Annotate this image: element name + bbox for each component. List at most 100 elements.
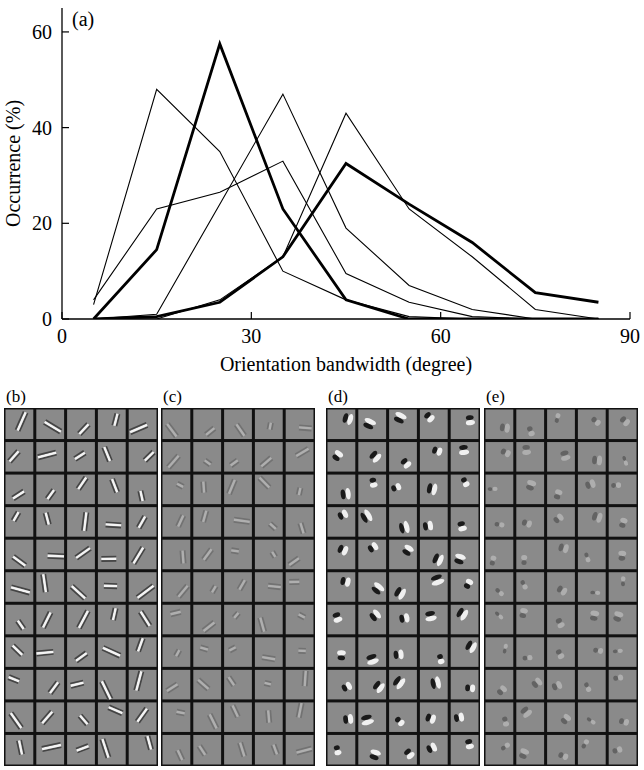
cell-feature: [341, 412, 354, 426]
blob-light: [616, 482, 622, 488]
cell-feature: [333, 745, 342, 756]
cell-feature: [201, 547, 214, 561]
series-line: [94, 94, 599, 319]
cell-feature: [365, 653, 380, 666]
cell: [255, 735, 283, 765]
cell-feature: [590, 416, 602, 427]
cell: [193, 540, 221, 570]
blob-dark: [393, 416, 405, 425]
array-frame: [484, 408, 638, 766]
flank: [109, 480, 116, 494]
flank: [110, 608, 114, 620]
cell: [420, 507, 448, 537]
blob-dark: [584, 481, 591, 490]
blob-light: [425, 615, 437, 622]
flank: [262, 658, 275, 662]
blob-light: [621, 576, 626, 581]
cell-feature: [500, 447, 512, 458]
cell: [36, 410, 64, 440]
cell: [420, 735, 448, 765]
cell: [255, 507, 283, 537]
cell-feature: [519, 579, 528, 590]
cell: [547, 442, 575, 472]
cell: [36, 475, 64, 505]
cell-feature: [135, 707, 149, 724]
cell: [486, 670, 514, 700]
cell: [609, 670, 637, 700]
blob-dark: [553, 494, 561, 501]
cell: [286, 605, 314, 635]
flank: [180, 551, 183, 564]
cell: [193, 475, 221, 505]
cell: [516, 540, 544, 570]
cell: [193, 670, 221, 700]
flank: [231, 552, 239, 555]
cell: [420, 605, 448, 635]
cell: [36, 735, 64, 765]
flank: [203, 461, 210, 467]
flank: [7, 678, 18, 684]
cell: [67, 410, 95, 440]
cell-feature: [464, 639, 478, 654]
cell-feature: [175, 514, 186, 528]
array-frame: [4, 408, 158, 766]
filter-array: [161, 408, 315, 766]
cell: [98, 540, 126, 570]
cell-feature: [77, 422, 91, 436]
blob-dark: [496, 688, 504, 696]
flank: [200, 482, 202, 493]
cell: [389, 507, 417, 537]
cell-feature: [76, 476, 89, 491]
bar: [167, 455, 179, 468]
cell: [451, 442, 479, 472]
blob-dark: [619, 522, 627, 529]
cell: [516, 507, 544, 537]
cell: [224, 702, 252, 732]
cell: [609, 475, 637, 505]
cell: [328, 735, 356, 765]
cell-feature: [392, 411, 407, 425]
cell: [224, 540, 252, 570]
x-tick-label: 0: [57, 325, 67, 347]
cell-feature: [518, 607, 528, 619]
flank: [204, 426, 213, 434]
flank: [135, 637, 141, 651]
cell-feature: [209, 585, 218, 594]
flank: [297, 616, 304, 621]
cell-feature: [456, 520, 467, 532]
blob-dark: [586, 717, 592, 723]
cell-feature: [360, 713, 375, 726]
cell: [163, 735, 191, 765]
cell-feature: [464, 738, 474, 750]
bar: [101, 557, 116, 560]
cell: [6, 572, 34, 602]
cell: [609, 540, 637, 570]
cell: [328, 605, 356, 635]
cell: [516, 605, 544, 635]
cell: [451, 670, 479, 700]
cell-feature: [371, 679, 386, 694]
cells: [6, 410, 157, 765]
blob-dark: [423, 411, 432, 420]
blob-dark: [518, 752, 527, 759]
cell-feature: [234, 423, 247, 438]
cell: [36, 670, 64, 700]
blob-dark: [426, 483, 433, 494]
flank: [101, 448, 108, 463]
cell-feature: [11, 489, 25, 501]
cell-feature: [11, 554, 27, 568]
cell: [609, 605, 637, 635]
blob-dark: [454, 558, 465, 566]
cell-feature: [368, 449, 383, 464]
cell-feature: [552, 512, 565, 524]
cell-feature: [296, 702, 305, 718]
blob-dark: [400, 457, 409, 466]
cell-feature: [591, 511, 604, 524]
blob-dark: [502, 648, 507, 653]
cell: [451, 637, 479, 667]
cell: [36, 540, 64, 570]
cell: [328, 540, 356, 570]
flank: [43, 513, 48, 525]
cell: [609, 637, 637, 667]
cell-feature: [131, 546, 146, 565]
